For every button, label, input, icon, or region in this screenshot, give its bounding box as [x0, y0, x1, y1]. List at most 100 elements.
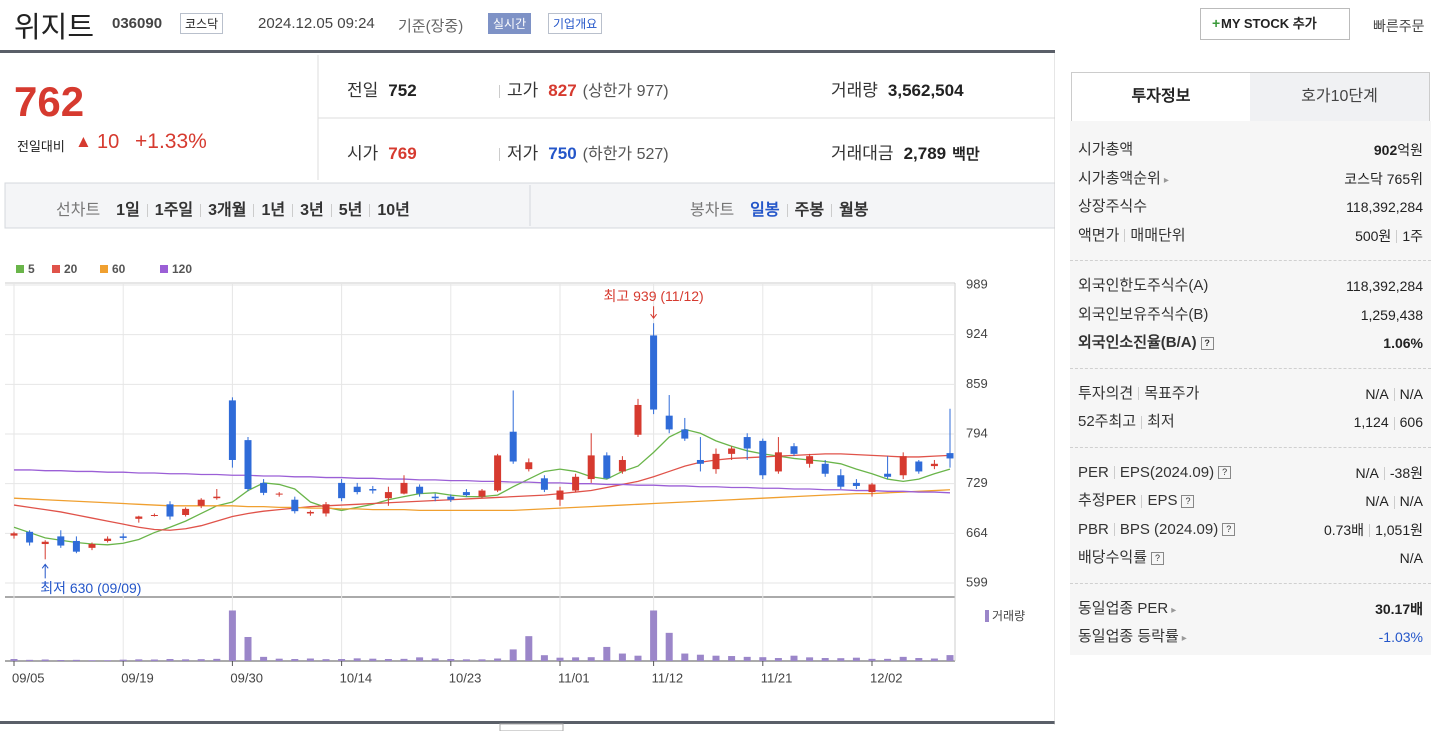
- candle-body: [462, 492, 470, 496]
- value-text: 1,124: [1353, 414, 1389, 430]
- candle-body: [525, 462, 533, 470]
- period[interactable]: 1주일: [154, 202, 194, 219]
- info-row: 투자의견 목표주가 N/A N/A: [1070, 380, 1431, 409]
- label-text: 배당수익률: [1078, 549, 1148, 566]
- overview[interactable]: 기업개요: [548, 13, 603, 34]
- info-value: N/A -38원: [1356, 459, 1423, 488]
- label-text: 시가총액: [1078, 141, 1134, 158]
- separator: [1383, 467, 1385, 481]
- info-label: 추정PER EPS: [1078, 487, 1195, 516]
- legend-label: 60: [112, 262, 126, 276]
- candle-body: [743, 437, 751, 449]
- separator: [1138, 387, 1140, 401]
- volume-bar: [884, 658, 892, 661]
- footer-rule: [0, 721, 1055, 724]
- info-group: 외국인한도주식수(A) 118,392,284 외국인보유주식수(B) 1,259,4…: [1070, 260, 1431, 368]
- help-icon[interactable]: [1151, 551, 1165, 565]
- candle-body: [634, 404, 642, 435]
- value-text: N/A: [1399, 550, 1423, 566]
- candle-body: [322, 504, 330, 514]
- my-stock[interactable]: MY STOCK 추가: [1200, 8, 1350, 40]
- period[interactable]: 주봉: [794, 202, 825, 219]
- candle-body: [572, 476, 580, 491]
- volume-bar: [728, 656, 736, 661]
- legend-swatch: [16, 265, 24, 273]
- help-icon[interactable]: [1181, 494, 1195, 508]
- period[interactable]: 5년: [338, 202, 363, 219]
- info-group: PEREPS(2024.09)N/A-38원추정PEREPSN/AN/APBRB…: [1070, 446, 1431, 583]
- quote-field: 거래량 3,562,504: [831, 76, 970, 101]
- label-text: 상장주식수: [1078, 198, 1148, 215]
- separator: [786, 204, 788, 218]
- candle-body: [915, 461, 923, 472]
- candle-body: [821, 463, 829, 474]
- period[interactable]: 일봉: [750, 202, 780, 219]
- period[interactable]: 10년: [377, 202, 410, 219]
- candle-body: [930, 463, 938, 467]
- info-value: 1,124 606: [1354, 408, 1423, 437]
- plus-icon: +: [1212, 15, 1221, 31]
- volume-bar: [930, 658, 938, 661]
- realtime[interactable]: 실시간: [488, 13, 532, 34]
- label-text: EPS(2024.09): [1119, 463, 1215, 481]
- volume-bar: [57, 660, 65, 661]
- ma-line: [13, 428, 951, 546]
- info-value: 118,392,284: [1346, 193, 1423, 222]
- field-extra: (상한가 977): [582, 83, 669, 100]
- separator: [1113, 523, 1115, 537]
- label-text: 동일업종 PER: [1078, 600, 1176, 617]
- candle-body: [135, 516, 143, 519]
- volume-bar: [587, 657, 595, 661]
- value-text: -38원: [1389, 464, 1423, 481]
- legend-swatch: [52, 265, 60, 273]
- separator: [200, 204, 202, 218]
- legend-label: 120: [172, 262, 192, 276]
- field-extra: 백만: [952, 146, 980, 163]
- value-text: N/A: [1365, 493, 1389, 509]
- x-tick-label: 10/23: [449, 670, 482, 685]
- ma-line: [14, 469, 951, 494]
- volume-bar: [353, 658, 361, 661]
- period[interactable]: 월봉: [839, 202, 869, 219]
- y-tick-label: 859: [966, 376, 988, 391]
- candle-body: [603, 455, 611, 479]
- candle-body: [384, 492, 392, 499]
- info-value: N/A N/A: [1365, 380, 1423, 409]
- separator: [1393, 416, 1395, 430]
- period[interactable]: 1년: [261, 202, 286, 219]
- info-value: N/A N/A: [1365, 487, 1423, 516]
- candle-body: [182, 508, 190, 515]
- separator: [1141, 494, 1143, 508]
- separator: [369, 204, 371, 218]
- help-icon[interactable]: [1218, 466, 1232, 480]
- x-tick-label: 09/19: [121, 670, 154, 685]
- volume-bar: [166, 659, 174, 661]
- tab[interactable]: 투자정보: [1071, 72, 1251, 121]
- quick-order[interactable]: 빠른주문: [1373, 18, 1425, 34]
- info-value: N/A: [1400, 544, 1423, 573]
- label-text: EPS: [1147, 492, 1178, 509]
- volume-bar: [338, 659, 346, 661]
- info-label: 액면가 매매단위: [1078, 222, 1186, 251]
- separator: [1369, 524, 1371, 538]
- field-label: 거래대금: [831, 144, 894, 163]
- period[interactable]: 3년: [300, 202, 324, 219]
- info-label: 시가총액: [1078, 136, 1133, 165]
- volume-bar: [275, 658, 283, 661]
- volume-bar: [88, 660, 96, 661]
- period[interactable]: 3개월: [208, 202, 247, 219]
- x-tick-label: 09/30: [230, 670, 263, 685]
- min-annotation: 최저 630 (09/09): [40, 580, 141, 596]
- info-row: 상장주식수 118,392,284: [1070, 193, 1431, 222]
- period[interactable]: 1일: [116, 202, 140, 219]
- separator: [146, 204, 148, 218]
- volume-swatch: [985, 610, 989, 622]
- help-icon[interactable]: [1222, 523, 1236, 537]
- tab[interactable]: 호가10단계: [1250, 72, 1430, 122]
- volume-bar: [416, 657, 424, 661]
- volume-bar: [431, 658, 439, 661]
- value-text: 1.06%: [1383, 335, 1423, 351]
- separator: [1124, 229, 1126, 243]
- help-icon[interactable]: [1200, 336, 1214, 350]
- separator: [1393, 495, 1395, 509]
